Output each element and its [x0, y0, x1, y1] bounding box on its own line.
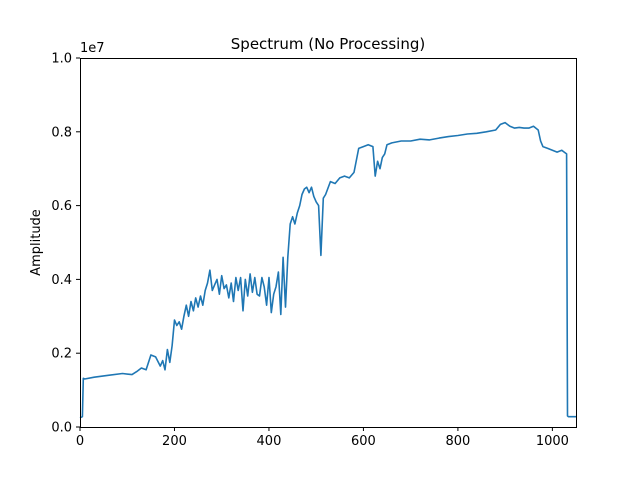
plot-area	[80, 58, 576, 427]
y-tick-label: 0.4	[51, 273, 72, 288]
x-tick-label: 400	[257, 434, 282, 449]
x-axis: 0 200 400 600 800 1000	[76, 427, 569, 449]
x-tick-label: 1000	[536, 434, 569, 449]
y-axis-label: Amplitude	[29, 209, 44, 276]
y-tick-label: 0.2	[51, 347, 72, 362]
series-layer	[79, 121, 576, 419]
x-tick-label: 0	[76, 434, 84, 449]
series-line-0	[79, 121, 576, 419]
plot-frame	[80, 58, 577, 428]
x-tick-label: 200	[162, 434, 187, 449]
y-tick-label: 0.0	[51, 421, 72, 436]
y-tick-label: 1.0	[51, 52, 72, 67]
y-tick-label: 0.6	[51, 199, 72, 214]
chart-title: Spectrum (No Processing)	[231, 35, 425, 53]
y-tick-label: 0.8	[51, 125, 72, 140]
y-axis: 0.0 0.2 0.4 0.6 0.8 1.0	[51, 52, 80, 436]
y-axis-scale-label: 1e7	[80, 41, 105, 56]
x-tick-label: 800	[445, 434, 470, 449]
x-tick-label: 600	[351, 434, 376, 449]
